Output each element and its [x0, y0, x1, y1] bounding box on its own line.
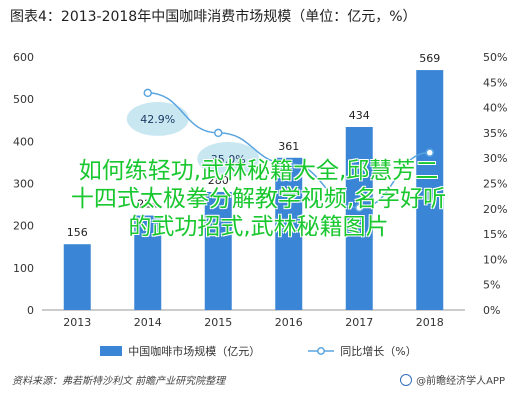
y-right-tick-label: 35% [483, 127, 507, 140]
bar [345, 126, 373, 310]
bar-value-label: 361 [278, 140, 299, 153]
growth-point [143, 88, 152, 98]
y-right-tick-label: 40% [483, 102, 507, 115]
bar-value-label: 224 [137, 198, 158, 211]
y-right-tick-label: 25% [483, 178, 507, 191]
x-tick-label: 2017 [345, 316, 373, 329]
y-right-tick-label: 5% [483, 279, 500, 292]
bar-value-label: 569 [419, 52, 440, 65]
bar [416, 70, 444, 311]
source-note: 资料来源：弗若斯特沙利文 前瞻产业研究院整理 [12, 376, 226, 387]
y-left-tick-label: 0 [27, 304, 34, 317]
y-left-tick-label: 400 [13, 135, 34, 148]
y-left-tick-label: 100 [13, 262, 34, 275]
y-left-tick-label: 300 [13, 178, 34, 191]
y-right-tick-label: 10% [483, 253, 507, 266]
legend-bar-label: 中国咖啡市场规模（亿元） [128, 345, 261, 358]
bar-value-label: 156 [67, 226, 88, 239]
bar [275, 157, 303, 310]
y-left-tick-label: 600 [13, 51, 34, 64]
brand-logo-icon [400, 373, 413, 386]
bar [134, 215, 162, 310]
growth-point [214, 128, 223, 138]
brand-label: @前瞻经济学人APP [416, 376, 505, 387]
growth-point [355, 203, 364, 213]
growth-value-label: 35.0% [211, 153, 246, 166]
y-right-tick-label: 0% [483, 304, 500, 317]
x-tick-label: 2013 [63, 316, 91, 329]
x-tick-label: 2015 [204, 316, 232, 329]
growth-point [425, 148, 434, 157]
legend-bar-swatch [100, 346, 123, 356]
growth-value-label: 42.9% [140, 113, 175, 126]
chart-axes: 0 100 200 300 400 500 600 0% 5% 10% 15% 20% 25% 30% 35… [13, 51, 507, 329]
legend-line-swatch [308, 347, 335, 355]
bar-value-label: 280 [208, 174, 229, 187]
bar-value-label: 434 [349, 109, 370, 122]
growth-line-series: 42.9% 35.0% [126, 88, 434, 213]
x-tick-label: 2014 [134, 316, 162, 329]
legend-item-bar: 中国咖啡市场规模（亿元） [100, 343, 260, 359]
bar [204, 191, 232, 310]
x-tick-label: 2016 [275, 316, 303, 329]
x-tick-label: 2018 [416, 316, 444, 329]
chart-title: 图表4：2013-2018年中国咖啡消费市场规模（单位：亿元，%） [10, 9, 417, 25]
y-right-tick-label: 30% [483, 152, 507, 165]
data-labels: 156 224 280 361 434 569 [67, 52, 441, 239]
bar [63, 244, 91, 310]
y-right-tick-label: 50% [483, 51, 507, 64]
growth-label-bubble [126, 101, 189, 136]
brand: @前瞻经济学人APP [400, 372, 505, 387]
legend: 中国咖啡市场规模（亿元） 同比增长（%） [0, 341, 517, 361]
legend-item-line: 同比增长（%） [308, 343, 417, 359]
growth-label-bubble [197, 141, 260, 176]
y-left-tick-label: 200 [13, 220, 34, 233]
y-right-tick-label: 45% [483, 76, 507, 89]
y-left-tick-label: 500 [13, 93, 34, 106]
legend-line-label: 同比增长（%） [340, 345, 417, 358]
y-right-tick-label: 15% [483, 228, 507, 241]
growth-point [284, 159, 293, 169]
bar-series [63, 70, 444, 311]
y-right-tick-label: 20% [483, 203, 507, 216]
